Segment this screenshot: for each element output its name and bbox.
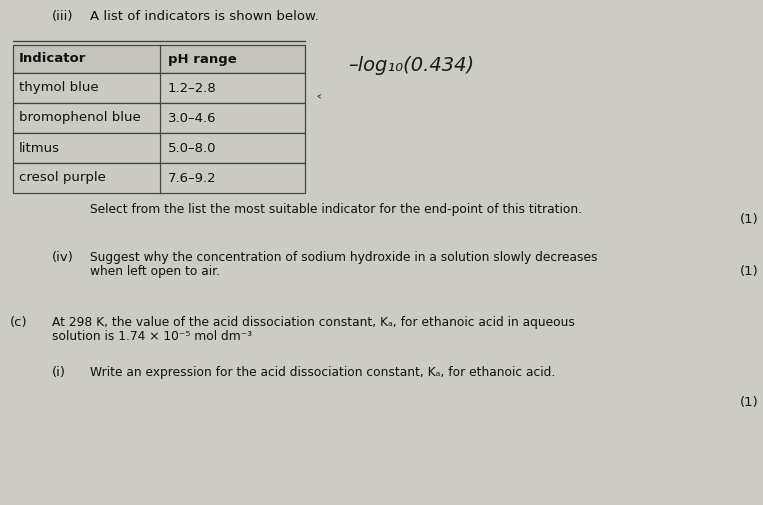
Text: (iii): (iii) [52, 10, 73, 23]
Text: (iv): (iv) [52, 251, 74, 264]
Text: (1): (1) [740, 396, 758, 409]
Text: A list of indicators is shown below.: A list of indicators is shown below. [90, 10, 319, 23]
Text: (c): (c) [10, 316, 27, 329]
Text: 5.0–8.0: 5.0–8.0 [168, 141, 217, 155]
Text: ˂: ˂ [313, 95, 320, 109]
Text: 1.2–2.8: 1.2–2.8 [168, 81, 217, 94]
Text: 7.6–9.2: 7.6–9.2 [168, 172, 217, 184]
Bar [13, 103, 305, 133]
Text: when left open to air.: when left open to air. [90, 265, 220, 278]
Text: –log₁₀(0.434): –log₁₀(0.434) [348, 56, 474, 75]
Text: pH range: pH range [168, 53, 237, 66]
Text: At 298 K, the value of the acid dissociation constant, Kₐ, for ethanoic acid in : At 298 K, the value of the acid dissocia… [52, 316, 575, 329]
Text: (1): (1) [740, 213, 758, 226]
Text: cresol purple: cresol purple [19, 172, 106, 184]
Text: Indicator: Indicator [19, 53, 86, 66]
Text: Suggest why the concentration of sodium hydroxide in a solution slowly decreases: Suggest why the concentration of sodium … [90, 251, 597, 264]
Text: litmus: litmus [19, 141, 60, 155]
Text: bromophenol blue: bromophenol blue [19, 112, 140, 125]
Text: (i): (i) [52, 366, 66, 379]
Bar [13, 163, 305, 193]
Text: (1): (1) [740, 265, 758, 278]
Text: 3.0–4.6: 3.0–4.6 [168, 112, 217, 125]
Text: Write an expression for the acid dissociation constant, Kₐ, for ethanoic acid.: Write an expression for the acid dissoci… [90, 366, 555, 379]
Bar [13, 45, 305, 73]
Bar [13, 133, 305, 163]
Text: Select from the list the most suitable indicator for the end-point of this titra: Select from the list the most suitable i… [90, 203, 582, 216]
Bar [13, 73, 305, 103]
Text: thymol blue: thymol blue [19, 81, 98, 94]
Text: solution is 1.74 × 10⁻⁵ mol dm⁻³: solution is 1.74 × 10⁻⁵ mol dm⁻³ [52, 330, 252, 343]
